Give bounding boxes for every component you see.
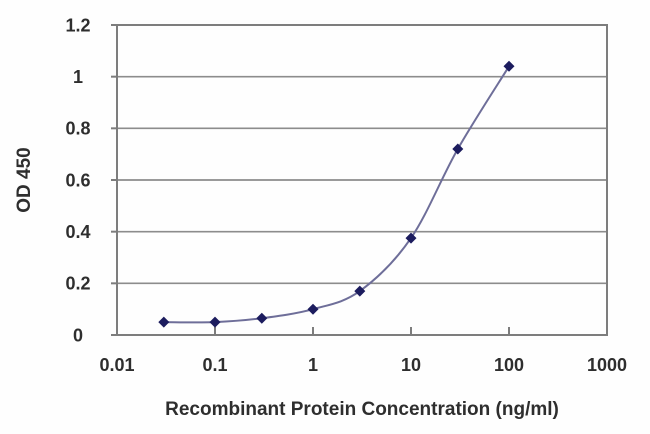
data-series-layer <box>158 60 515 328</box>
data-point-marker <box>354 285 366 297</box>
data-point-marker <box>405 232 417 244</box>
x-axis-title: Recombinant Protein Concentration (ng/ml… <box>165 399 559 420</box>
x-tick-label: 0.01 <box>99 355 134 375</box>
tick-labels-layer: 0 0.2 0.4 0.6 0.8 1 1.2 0.01 0.1 1 10 100 1000 <box>65 15 627 375</box>
plot-border <box>116 24 608 336</box>
y-tick-label: 0.2 <box>65 274 90 294</box>
x-tick-label: 10 <box>401 355 421 375</box>
axes-layer <box>111 24 608 336</box>
x-tick-label: 0.1 <box>202 355 227 375</box>
x-tick-label: 1 <box>308 355 318 375</box>
y-axis-title: OD 450 <box>14 147 35 212</box>
data-point-marker <box>209 316 221 328</box>
data-point-marker <box>307 303 319 315</box>
data-point-marker <box>503 60 515 72</box>
y-tick-label: 0 <box>73 325 83 345</box>
x-tick-label: 100 <box>494 355 524 375</box>
y-tick-label: 1.2 <box>65 15 90 35</box>
y-tick-label: 0.4 <box>65 222 90 242</box>
y-tick-label: 0.8 <box>65 119 90 139</box>
y-tick-label: 0.6 <box>65 170 90 190</box>
data-point-marker <box>452 143 464 155</box>
x-tick-label: 1000 <box>587 355 627 375</box>
data-point-marker <box>256 312 268 324</box>
data-point-marker <box>158 316 170 328</box>
y-tick-label: 1 <box>73 67 83 87</box>
